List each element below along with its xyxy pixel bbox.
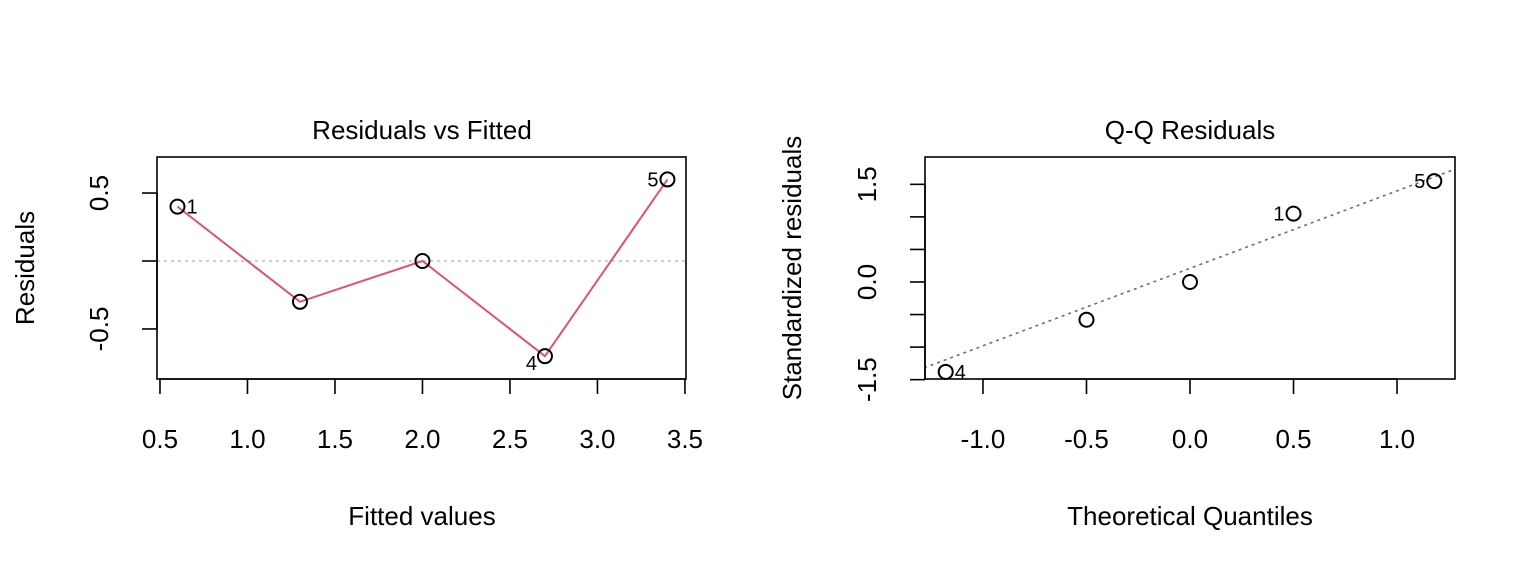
y-tick-label: -1.5 [852,357,882,402]
data-point [659,171,676,188]
x-tick-label: 1.0 [1379,424,1415,454]
x-tick-label: 3.5 [667,424,703,454]
x-tick-label: 0.5 [142,424,178,454]
y-tick-label: 1.5 [852,166,882,202]
data-point [291,293,308,310]
data-point [1285,205,1302,222]
x-tick-label: 0.0 [1172,424,1208,454]
point-label: 5 [1414,171,1425,193]
data-point [1426,173,1443,190]
smoother-line [176,178,669,358]
panel-title: Q-Q Residuals [1105,115,1276,145]
point-label: 5 [647,169,658,191]
point-label: 4 [526,353,537,375]
x-tick-label: 0.5 [1275,424,1311,454]
point-label: 1 [1273,204,1284,226]
data-point [937,363,954,380]
y-tick-label: 0.5 [84,175,114,211]
y-axis-label: Standardized residuals [777,136,807,401]
x-axis-label: Theoretical Quantiles [1067,501,1313,531]
data-point [1182,273,1198,290]
panel-title: Residuals vs Fitted [312,115,532,145]
qq-residuals-panel: Q-Q Residuals Theoretical Quantiles Stan… [777,115,1456,531]
y-tick-label: -0.5 [84,307,114,352]
data-point [1078,311,1095,328]
x-tick-label: 2.0 [404,424,440,454]
plot-frame [924,156,1456,380]
x-tick-label: 2.5 [492,424,528,454]
x-tick-label: 3.0 [579,424,615,454]
y-tick-label: 0.0 [852,264,882,300]
data-point [414,252,431,269]
x-tick-label: -0.5 [1064,424,1109,454]
x-tick-label: -1.0 [961,424,1006,454]
x-axis-label: Fitted values [348,501,495,531]
point-label: 4 [955,362,966,384]
y-axis-label: Residuals [10,211,40,325]
qq-reference-line [925,168,1455,369]
residuals-vs-fitted-panel: Residuals vs Fitted Fitted values Residu… [10,115,703,531]
data-point [169,198,186,215]
x-tick-label: 1.0 [229,424,265,454]
x-tick-label: 1.5 [317,424,353,454]
point-label: 1 [186,197,197,219]
data-point [536,348,553,365]
